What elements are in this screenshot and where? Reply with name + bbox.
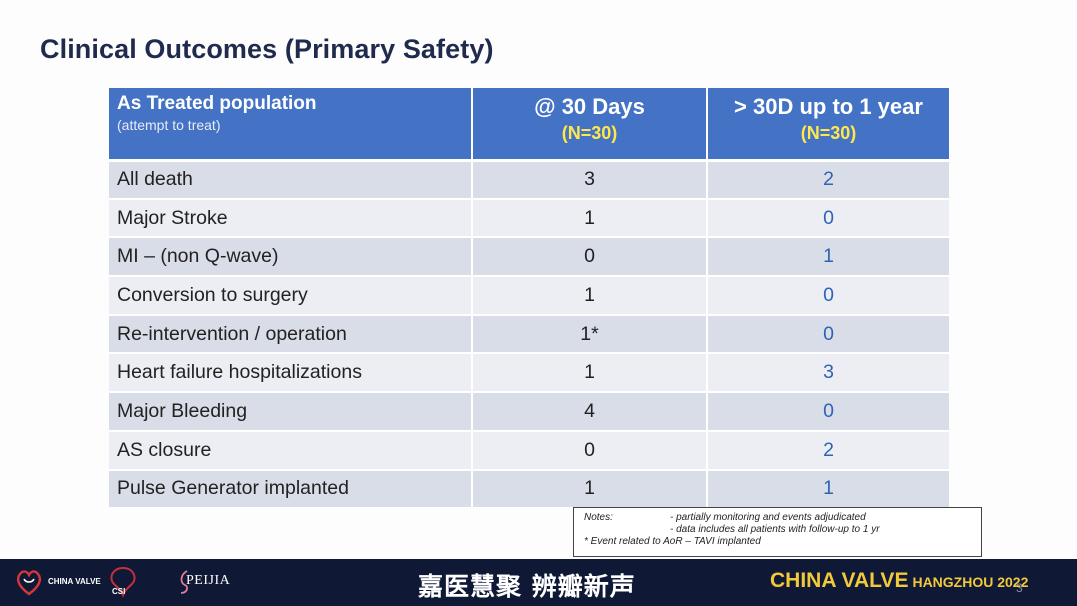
notes-line: - data includes all patients with follow…	[582, 524, 973, 536]
brand-title: CHINA VALVE	[770, 569, 909, 592]
notes-item: - data includes all patients with follow…	[670, 524, 880, 535]
peijia-logo-text: PEIJIA	[186, 573, 231, 588]
table-row: Conversion to surgery 1 0	[109, 275, 949, 314]
row-value-1-year: 2	[708, 429, 949, 469]
table-row: Major Bleeding 4 0	[109, 391, 949, 430]
row-value-30-days: 1	[473, 197, 708, 237]
conference-brand: CHINA VALVE HANGZHOU 2022	[770, 569, 1028, 593]
header-1-year: > 30D up to 1 year (N=30)	[708, 88, 949, 159]
outcomes-table: As Treated population (attempt to treat)…	[109, 88, 949, 508]
table-row: MI – (non Q-wave) 0 1	[109, 236, 949, 276]
header-30-days-n: (N=30)	[561, 123, 618, 143]
row-label: MI – (non Q-wave)	[109, 236, 473, 276]
china-valve-logo: CHINA VALVE	[14, 567, 104, 599]
page-number: 3	[1016, 581, 1023, 595]
csi-emblem-icon	[110, 566, 136, 598]
row-label: Conversion to surgery	[109, 275, 473, 314]
heart-valve-icon	[16, 570, 42, 596]
footer-bar: CHINA VALVE CSI PEIJIA 嘉医慧聚 辨瓣新声 CHINA V…	[0, 559, 1077, 606]
table-row: All death 3 2	[109, 159, 949, 198]
table-row: AS closure 0 2	[109, 429, 949, 469]
china-valve-logo-text: CHINA VALVE	[48, 577, 101, 586]
table-row: Re-intervention / operation 1* 0	[109, 313, 949, 353]
header-1-year-title: > 30D up to 1 year	[734, 94, 923, 119]
notes-line: * Event related to AoR – TAVI implanted	[582, 536, 973, 548]
table-row: Pulse Generator implanted 1 1	[109, 468, 949, 508]
row-value-1-year: 0	[708, 275, 949, 314]
row-value-1-year: 2	[708, 159, 949, 198]
row-label: Pulse Generator implanted	[109, 468, 473, 508]
row-label: Major Stroke	[109, 197, 473, 237]
row-value-30-days: 3	[473, 159, 708, 198]
row-label: AS closure	[109, 429, 473, 469]
row-value-30-days: 4	[473, 391, 708, 430]
header-population-subtitle: (attempt to treat)	[117, 117, 221, 133]
row-value-30-days: 1	[473, 275, 708, 314]
notes-heading: Notes:	[584, 512, 613, 523]
csi-logo-text: CSI	[112, 587, 126, 596]
row-label: Re-intervention / operation	[109, 313, 473, 353]
row-value-30-days: 0	[473, 236, 708, 276]
notes-box: Notes: - partially monitoring and events…	[573, 507, 982, 557]
row-label: Major Bleeding	[109, 391, 473, 430]
row-value-1-year: 1	[708, 236, 949, 276]
notes-item: - partially monitoring and events adjudi…	[670, 512, 866, 523]
brand-city: HANGZHOU 2022	[912, 574, 1029, 590]
peijia-logo: PEIJIA	[178, 569, 238, 599]
header-30-days-title: @ 30 Days	[534, 94, 645, 119]
csi-logo: CSI	[106, 565, 140, 601]
row-value-1-year: 0	[708, 313, 949, 353]
table-row: Major Stroke 1 0	[109, 197, 949, 237]
row-value-1-year: 0	[708, 391, 949, 430]
row-value-30-days: 1	[473, 468, 708, 508]
header-population: As Treated population (attempt to treat)	[109, 88, 473, 159]
row-value-30-days: 1	[473, 352, 708, 392]
notes-footnote: * Event related to AoR – TAVI implanted	[584, 536, 761, 547]
row-value-30-days: 0	[473, 429, 708, 469]
row-value-30-days: 1*	[473, 313, 708, 353]
header-30-days: @ 30 Days (N=30)	[473, 88, 708, 159]
peijia-swirl-icon	[180, 570, 188, 594]
slide-title: Clinical Outcomes (Primary Safety)	[40, 34, 494, 64]
conference-slogan: 嘉医慧聚 辨瓣新声	[418, 572, 636, 601]
notes-line: Notes: - partially monitoring and events…	[582, 512, 973, 524]
row-value-1-year: 3	[708, 352, 949, 392]
header-population-title: As Treated population	[117, 93, 317, 114]
row-label: All death	[109, 159, 473, 198]
row-value-1-year: 1	[708, 468, 949, 508]
header-1-year-n: (N=30)	[800, 123, 857, 143]
table-header-row: As Treated population (attempt to treat)…	[109, 88, 949, 159]
row-value-1-year: 0	[708, 197, 949, 237]
row-label: Heart failure hospitalizations	[109, 352, 473, 392]
table-row: Heart failure hospitalizations 1 3	[109, 352, 949, 392]
